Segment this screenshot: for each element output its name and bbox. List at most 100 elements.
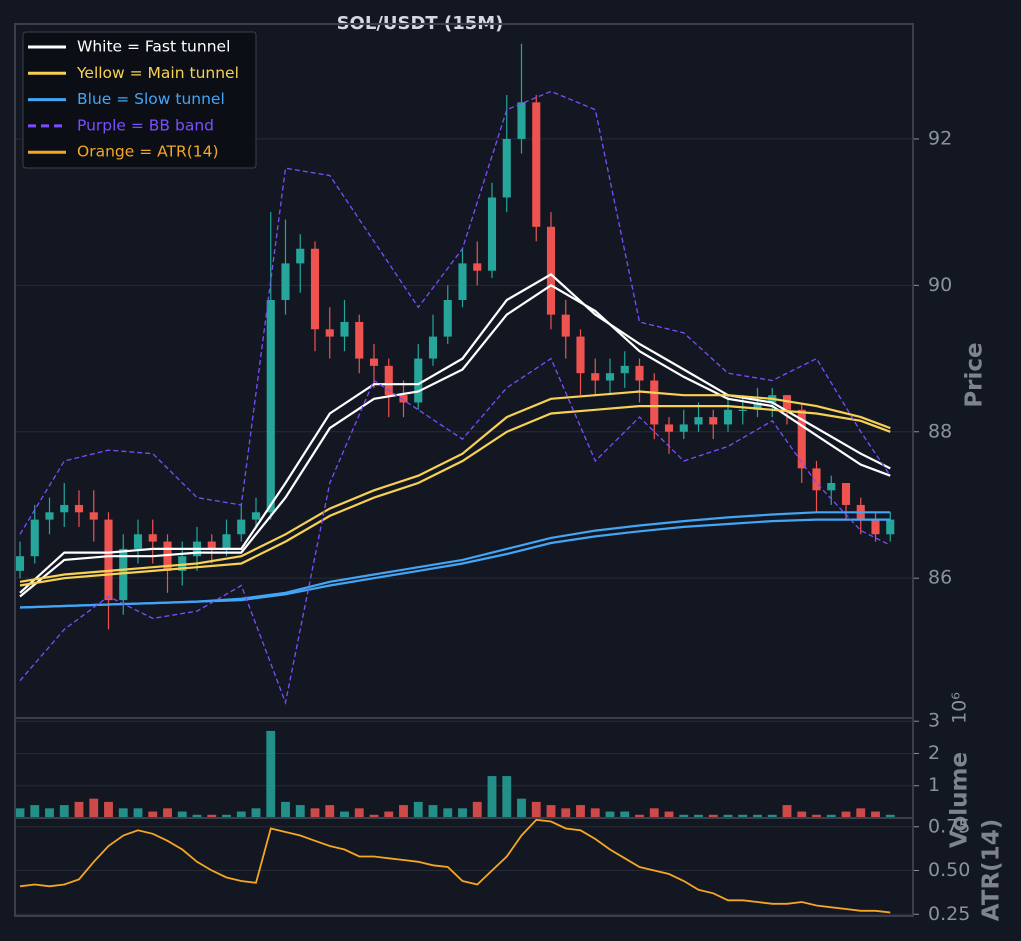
candle-body	[841, 483, 851, 505]
volume-bar	[384, 811, 394, 818]
volume-bar	[546, 805, 556, 818]
volume-bar	[325, 805, 335, 818]
volume-bar	[177, 811, 187, 818]
candle-body	[871, 519, 880, 535]
candle-body	[532, 102, 541, 227]
y-tick-label: 88	[928, 420, 952, 442]
volume-bar	[531, 801, 541, 818]
candle-body	[886, 519, 895, 535]
candle-body	[782, 395, 792, 410]
volume-bar	[15, 808, 25, 818]
candle-body	[133, 534, 143, 549]
candle-body	[237, 519, 246, 535]
volume-bar	[812, 814, 821, 818]
candle-body	[310, 248, 320, 330]
volume-bar	[458, 808, 467, 818]
candle-body	[163, 541, 172, 571]
indicator-line	[19, 518, 891, 609]
volume-bar	[413, 801, 423, 818]
volume-bar	[649, 808, 659, 818]
volume-bar	[89, 798, 99, 818]
panel-frame	[14, 817, 914, 917]
candle-body	[487, 197, 497, 271]
volume-bar	[767, 814, 777, 818]
candle-body	[561, 314, 570, 337]
candle-body	[369, 358, 379, 366]
y-axis-label: ATR(14)	[979, 819, 1005, 921]
volume-bar	[517, 798, 526, 818]
volume-bar	[295, 805, 305, 818]
volume-bar	[369, 814, 379, 818]
candle-body	[679, 424, 688, 432]
candle-body	[340, 321, 349, 337]
candle-body	[694, 417, 703, 425]
volume-bar	[841, 811, 851, 818]
volume-bar	[104, 801, 113, 818]
candle-body	[399, 395, 408, 403]
volume-bar	[502, 776, 512, 818]
candle-body	[60, 504, 69, 513]
volume-bar	[797, 811, 807, 818]
volume-bar	[428, 805, 438, 818]
volume-bar	[605, 811, 615, 818]
legend-label: Yellow = Main tunnel	[76, 64, 239, 82]
legend-label: Blue = Slow tunnel	[77, 90, 225, 108]
volume-bar	[753, 814, 762, 818]
indicator-line	[19, 273, 891, 594]
y-axis-label: Price	[962, 342, 988, 407]
volume-bar	[782, 805, 792, 818]
volume-bar	[708, 814, 718, 818]
y-tick-label: 1	[928, 774, 940, 796]
candle-body	[709, 417, 718, 425]
candle-body	[414, 358, 423, 403]
volume-bar	[694, 814, 703, 818]
y-tick-label: 3	[928, 710, 940, 732]
indicator-line	[19, 390, 891, 583]
volume-bar	[148, 811, 158, 818]
volume-bar	[664, 811, 674, 818]
volume-bar	[399, 805, 408, 818]
volume-bar	[251, 808, 261, 818]
volume-bar	[222, 814, 231, 818]
legend-label: Purple = BB band	[77, 116, 214, 134]
volume-bar	[59, 805, 69, 818]
indicator-line	[19, 90, 891, 535]
candle-body	[827, 483, 836, 491]
candle-body	[797, 409, 806, 469]
volume-bar	[871, 811, 880, 818]
candle-body	[605, 373, 615, 381]
y-axis-label: Volume	[947, 752, 973, 848]
candle-body	[325, 329, 334, 337]
candle-body	[384, 365, 393, 396]
candle-body	[502, 138, 511, 198]
candle-body	[251, 512, 261, 520]
volume-bar	[561, 808, 571, 818]
legend-box	[22, 31, 257, 169]
y-tick-label: 86	[928, 567, 952, 589]
volume-bar	[620, 811, 630, 818]
volume-bar	[45, 808, 54, 818]
y-tick-label: 90	[928, 274, 952, 296]
volume-bar	[738, 814, 748, 818]
volume-bar	[885, 814, 895, 818]
candle-body	[148, 534, 157, 542]
indicator-line	[19, 405, 891, 587]
candle-body	[355, 321, 364, 359]
candle-body	[104, 519, 113, 601]
candle-body	[89, 512, 98, 520]
candle-body	[664, 424, 674, 432]
volume-bar	[723, 814, 733, 818]
y-tick-label: 92	[928, 127, 952, 149]
volume-bar	[118, 808, 128, 818]
volume-bar	[266, 730, 276, 818]
volume-bar	[443, 808, 453, 818]
volume-bar	[310, 808, 320, 818]
candle-body	[517, 102, 526, 139]
indicator-line	[19, 284, 891, 598]
candle-body	[753, 402, 762, 410]
candle-body	[620, 365, 629, 374]
candle-body	[119, 548, 128, 601]
candle-body	[222, 534, 231, 549]
volume-bar	[236, 811, 246, 818]
